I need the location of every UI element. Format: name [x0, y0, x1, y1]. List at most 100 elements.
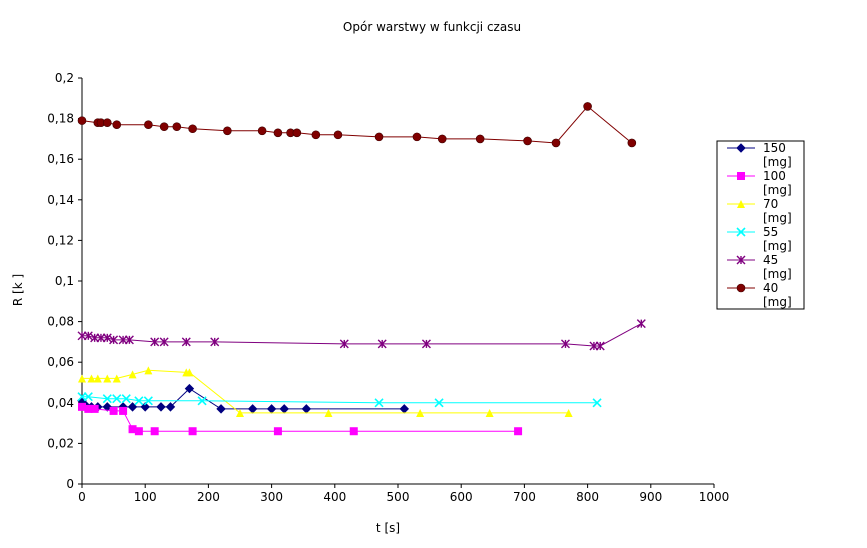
series-3	[77, 392, 602, 408]
data-point	[112, 120, 122, 129]
data-point	[112, 374, 121, 383]
legend-marker	[737, 172, 745, 180]
legend-marker	[736, 227, 746, 237]
data-point	[119, 406, 128, 415]
y-tick-label: 0,12	[47, 233, 74, 247]
data-point	[103, 374, 112, 383]
data-point	[188, 427, 197, 436]
legend-unit: [mg]	[763, 211, 792, 225]
data-point	[159, 122, 169, 132]
data-point	[216, 404, 226, 414]
series-1	[78, 402, 523, 436]
plot-area: 0 0,02 0,04 0,06 0,08 0,1 0,12 0,14 0,16 0,18 0,2 0…	[47, 71, 729, 504]
legend-marker-stroke	[736, 227, 746, 237]
data-point	[150, 427, 159, 436]
data-point-stroke	[134, 396, 144, 406]
data-point	[134, 396, 144, 406]
data-point	[159, 337, 169, 347]
data-point	[627, 138, 637, 148]
x-tick-label: 100	[134, 490, 157, 504]
data-point	[247, 404, 258, 414]
series-line	[82, 396, 598, 404]
data-point	[333, 130, 343, 140]
data-point	[124, 335, 134, 345]
data-point	[273, 427, 282, 436]
data-point	[144, 366, 153, 375]
series-5	[77, 102, 637, 148]
y-tick-label: 0,18	[47, 112, 74, 126]
y-tick-label: 0,1	[55, 274, 74, 288]
legend-label: 100	[763, 169, 786, 183]
legend: 150[mg]100[mg]70[mg]55[mg]45[mg]40[mg]	[716, 140, 805, 310]
data-point	[112, 394, 122, 404]
data-point	[266, 404, 277, 414]
data-point	[475, 134, 485, 144]
data-point	[416, 408, 425, 417]
legend-marker	[736, 283, 746, 293]
legend-label: 40	[763, 281, 778, 295]
legend-item: 55[mg]	[727, 225, 792, 253]
data-point	[560, 339, 570, 349]
data-point	[78, 402, 86, 411]
y-tick-label: 0,08	[47, 315, 74, 329]
y-tick-label: 0,2	[55, 71, 74, 85]
data-point	[301, 404, 312, 414]
data-point	[551, 138, 561, 148]
data-point	[172, 122, 182, 132]
data-point	[102, 333, 112, 343]
x-tick-label: 500	[387, 490, 410, 504]
data-point-stroke	[592, 398, 602, 408]
data-point	[311, 130, 321, 140]
legend-unit: [mg]	[763, 267, 792, 281]
data-point	[437, 134, 447, 144]
legend-item: 45[mg]	[727, 253, 792, 281]
data-point	[121, 394, 131, 404]
data-point	[292, 128, 302, 138]
data-point	[84, 404, 93, 413]
x-tick-label: 700	[513, 490, 536, 504]
data-point	[140, 402, 150, 412]
legend-unit: [mg]	[763, 239, 792, 253]
data-point	[77, 116, 87, 125]
data-point	[156, 402, 166, 412]
x-tick-label: 300	[260, 490, 283, 504]
x-tick-label: 200	[197, 490, 220, 504]
legend-unit: [mg]	[763, 183, 792, 197]
data-point	[523, 136, 532, 146]
data-point	[102, 118, 112, 127]
x-axis-label: t [s]	[376, 521, 400, 535]
data-point	[514, 427, 523, 436]
x-tick-label: 0	[78, 490, 86, 504]
data-point-stroke	[83, 392, 93, 402]
legend-item: 40[mg]	[727, 281, 792, 309]
data-point	[595, 341, 605, 351]
data-point	[78, 374, 86, 383]
data-point	[184, 383, 195, 394]
y-tick-label: 0,16	[47, 152, 74, 166]
data-point	[399, 404, 410, 414]
data-point-stroke	[102, 394, 112, 404]
data-point	[210, 337, 220, 347]
data-point	[150, 337, 160, 347]
legend-marker	[736, 143, 746, 153]
series-line	[82, 323, 642, 347]
x-tick-label: 400	[323, 490, 346, 504]
series-line	[81, 406, 519, 432]
data-point	[83, 392, 93, 402]
data-point	[412, 132, 422, 142]
data-point-stroke	[143, 396, 153, 406]
data-point	[223, 126, 232, 136]
data-point	[102, 402, 112, 412]
data-point	[485, 408, 494, 417]
data-point	[273, 128, 283, 138]
legend-item: 70[mg]	[727, 197, 792, 225]
legend-unit: [mg]	[763, 155, 792, 169]
data-point	[564, 408, 573, 417]
data-point	[185, 368, 194, 377]
y-tick-label: 0,14	[47, 193, 74, 207]
legend-marker	[737, 200, 745, 208]
data-point	[374, 132, 384, 142]
legend-label: 70	[763, 197, 778, 211]
data-point	[87, 374, 96, 383]
